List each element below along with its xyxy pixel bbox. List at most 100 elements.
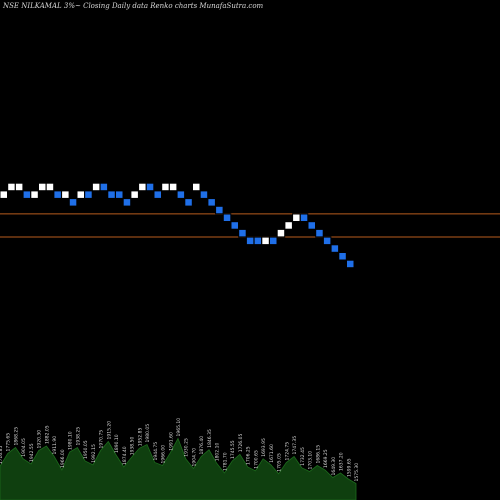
renko-brick-down — [315, 228, 324, 238]
volume-price-label: 1920.30 — [37, 430, 43, 449]
volume-price-label: 1890.10 — [114, 434, 120, 453]
volume-price-label: 1686.15 — [315, 445, 321, 464]
renko-brick-down — [322, 236, 332, 246]
renko-brick-down — [269, 236, 278, 246]
renko-brick-down — [184, 198, 193, 207]
renko-brick-up — [276, 228, 286, 238]
renko-brick-down — [338, 252, 347, 261]
renko-brick-down — [245, 236, 255, 246]
volume-price-label: 1724.75 — [284, 442, 290, 461]
renko-brick-down — [222, 213, 232, 222]
renko-brick-up — [30, 190, 39, 199]
renko-brick-up — [261, 236, 270, 246]
renko-brick-up — [91, 182, 101, 192]
volume-price-label: 1992.15 — [91, 444, 97, 463]
renko-brick-down — [230, 221, 239, 230]
renko-brick-down — [84, 190, 93, 199]
renko-brick-down — [330, 244, 340, 253]
renko-brick-down — [68, 198, 78, 207]
volume-price-label: 1745.55 — [230, 440, 236, 459]
volume-price-label: 1970.75 — [99, 430, 105, 449]
renko-brick-down — [99, 182, 109, 192]
volume-price-label: 1599.65 — [346, 458, 352, 477]
renko-brick-down — [122, 198, 132, 207]
volume-price-label: 1637.20 — [339, 452, 345, 471]
volume-price-label: 1705.05 — [277, 453, 283, 472]
renko-brick-down — [199, 190, 209, 199]
volume-price-label: 1980.10 — [68, 431, 74, 450]
renko-brick-up — [161, 182, 170, 192]
renko-brick-up — [284, 221, 293, 230]
reference-lines — [0, 213, 500, 238]
renko-brick-up — [192, 182, 201, 192]
renko-brick-up — [292, 213, 301, 222]
chart-title: NSE NILKAMAL 3%~ Closing Daily data Renk… — [3, 2, 264, 10]
volume-price-label: 1747.35 — [292, 436, 298, 455]
volume-price-label: 1732.45 — [300, 447, 306, 466]
renko-brick-up — [168, 182, 178, 192]
renko-brick-up — [130, 190, 139, 199]
volume-price-label: 1802.10 — [215, 443, 221, 462]
volume-price-label: 1904.70 — [192, 448, 198, 467]
volume-price-label: 1775.65 — [6, 433, 12, 452]
renko-brick-up — [7, 182, 16, 192]
renko-brick-down — [253, 236, 263, 246]
renko-brick-up — [61, 190, 70, 199]
renko-brick-down — [238, 228, 247, 238]
volume-price-label: 1781.70 — [222, 452, 228, 471]
volume-price-label: 1950.05 — [83, 440, 89, 459]
volume-price-label: 1944.75 — [153, 442, 159, 461]
volume-price-label: 1942.55 — [29, 443, 35, 462]
volume-price-label: 1915.20 — [106, 421, 112, 440]
volume-price-label: 1575.30 — [354, 463, 360, 482]
volume-price-label: 1693.95 — [261, 438, 267, 457]
renko-brick-down — [22, 190, 32, 199]
volume-price-label: 1911.90 — [52, 436, 58, 455]
renko-brick-up — [76, 190, 85, 199]
renko-brick-down — [107, 190, 116, 199]
volume-price-label: 1726.05 — [238, 434, 244, 453]
volume-price-label: 1874.40 — [122, 446, 128, 465]
volume-price-label: 1980.05 — [145, 424, 151, 443]
renko-brick-down — [153, 190, 162, 199]
volume-price-label: 1868.25 — [14, 427, 20, 446]
renko-brick-up — [38, 182, 47, 192]
volume-price-label: 1876.40 — [199, 436, 205, 455]
renko-brick-down — [145, 182, 155, 192]
volume-price-label: 1846.35 — [207, 429, 213, 448]
volume-area — [0, 437, 357, 500]
renko-brick-down — [207, 198, 216, 207]
renko-brick-up — [45, 182, 55, 192]
volume-price-label: 1938.50 — [130, 437, 136, 456]
renko-brick-down — [346, 259, 355, 269]
volume-price-label: 1671.60 — [269, 444, 275, 463]
renko-brick-up — [138, 182, 147, 192]
volume-price-label: 1966.00 — [60, 449, 66, 468]
volume-price-label: 1965.10 — [176, 418, 182, 437]
volume-price-label: 1904.05 — [21, 438, 27, 457]
volume-price-label: 1703.10 — [308, 451, 314, 470]
renko-brick-down — [53, 190, 62, 199]
volume-price-label: 1700.65 — [253, 450, 259, 469]
volume-price-label: 1938.25 — [75, 427, 81, 446]
volume-price-label: 1882.05 — [44, 425, 50, 444]
renko-brick-down — [299, 213, 309, 222]
volume-price-label: 1669.25 — [323, 449, 329, 468]
volume-price-label: 1966.00 — [161, 445, 167, 464]
volume-price-label: 1952.85 — [137, 428, 143, 447]
renko-brick-down — [215, 205, 224, 215]
volume-price-label: 1706.25 — [246, 446, 252, 465]
renko-brick-up — [0, 190, 8, 199]
renko-brick-down — [307, 221, 316, 230]
volume-price-label: 1930.25 — [184, 438, 190, 457]
renko-brick-down — [176, 190, 186, 199]
renko-brick-up — [14, 182, 24, 192]
volume-price-label: 1649.30 — [331, 457, 337, 476]
renko-brick-down — [115, 190, 124, 199]
renko-bricks — [0, 182, 355, 269]
volume-area-layer — [0, 437, 357, 500]
volume-price-label: 1716.85 — [0, 446, 4, 465]
volume-price-label: 1991.60 — [168, 432, 174, 451]
